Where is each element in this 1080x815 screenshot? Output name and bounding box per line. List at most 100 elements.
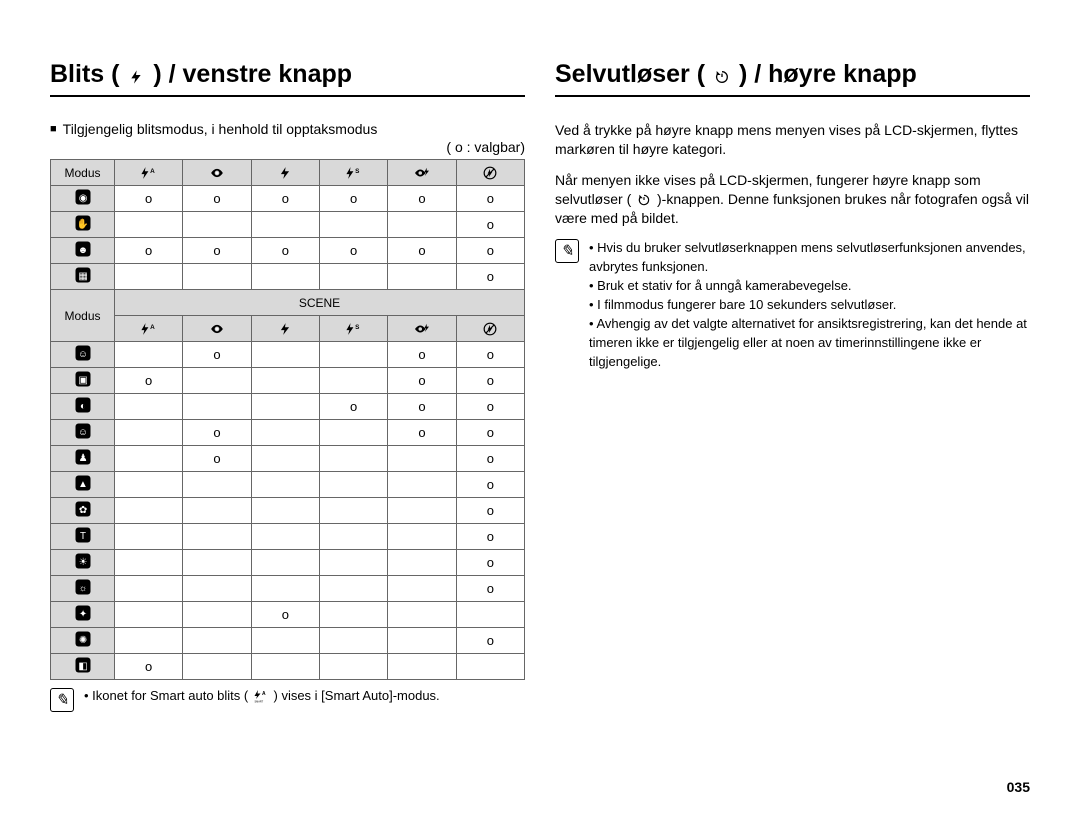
table-cell: o — [115, 368, 183, 394]
table-cell — [115, 472, 183, 498]
svg-text:♟: ♟ — [78, 453, 87, 464]
table-cell: o — [456, 472, 524, 498]
table-cell — [388, 628, 456, 654]
mode-icon: ☺ — [51, 420, 115, 446]
table-cell — [388, 524, 456, 550]
table-cell: o — [251, 238, 319, 264]
footnote-text: • Ikonet for Smart auto blits ( ) vises … — [84, 688, 440, 703]
note-icon-r: ✎ — [555, 239, 579, 263]
note-item: I filmmodus fungerer bare 10 sekunders s… — [589, 296, 1030, 315]
table-cell: o — [183, 238, 251, 264]
svg-text:◉: ◉ — [78, 193, 87, 204]
right-para1: Ved å trykke på høyre knapp mens menyen … — [555, 121, 1030, 159]
table-row: ▣ooo — [51, 368, 525, 394]
table-cell — [251, 446, 319, 472]
mode-icon: ◉ — [51, 186, 115, 212]
table-row: To — [51, 524, 525, 550]
table-cell — [251, 628, 319, 654]
table-cell — [115, 446, 183, 472]
table-row: ◉oooooo — [51, 186, 525, 212]
table-cell — [319, 550, 387, 576]
table-row: ♟ o o — [51, 446, 525, 472]
table-cell — [319, 342, 387, 368]
table-cell — [251, 264, 319, 290]
table-cell: o — [183, 342, 251, 368]
table-cell — [115, 628, 183, 654]
svg-text:T: T — [80, 531, 86, 542]
right-notes: ✎ Hvis du bruker selvutløserknappen mens… — [555, 239, 1030, 371]
table-cell: o — [115, 654, 183, 680]
left-heading: Blits ( ) / venstre knapp — [50, 60, 525, 97]
note-item: Bruk et stativ for å unngå kamerabevegel… — [589, 277, 1030, 296]
table-cell — [388, 602, 456, 628]
col2-bolt-s-icon — [319, 316, 387, 342]
table-cell — [319, 628, 387, 654]
table-cell — [388, 654, 456, 680]
smart-auto-flash-icon — [252, 688, 270, 703]
col-bolt-a-icon — [115, 160, 183, 186]
mode-icon: ✿ — [51, 498, 115, 524]
table-cell — [183, 212, 251, 238]
table-row: ▦o — [51, 264, 525, 290]
svg-text:☺: ☺ — [78, 349, 88, 360]
heading-post: ) / venstre knapp — [153, 60, 352, 88]
mode-icon: ✺ — [51, 628, 115, 654]
table-cell — [319, 576, 387, 602]
table-cell — [183, 628, 251, 654]
table-row: ✿o — [51, 498, 525, 524]
col2-eye-bolt-icon — [388, 316, 456, 342]
mode-icon: ☼ — [51, 576, 115, 602]
heading-pre: Blits ( — [50, 60, 119, 88]
right-para2: Når menyen ikke vises på LCD-skjermen, f… — [555, 171, 1030, 228]
table-cell — [319, 446, 387, 472]
right-column: Selvutløser ( ) / høyre knapp Ved å tryk… — [555, 60, 1030, 712]
table-row: ✦o — [51, 602, 525, 628]
left-footnote: ✎ • Ikonet for Smart auto blits ( ) vise… — [50, 688, 525, 712]
table-row: ✺o — [51, 628, 525, 654]
header-modus-scene: Modus — [51, 290, 115, 342]
mode-icon: ◐ — [51, 394, 115, 420]
svg-text:✋: ✋ — [76, 218, 88, 230]
mode-icon: ✋ — [51, 212, 115, 238]
header-modus: Modus — [51, 160, 115, 186]
table-cell — [115, 342, 183, 368]
svg-text:☺: ☺ — [78, 427, 88, 438]
col-eye-bolt-icon — [388, 160, 456, 186]
table-cell — [251, 212, 319, 238]
svg-text:▲: ▲ — [78, 479, 88, 490]
table-cell — [183, 550, 251, 576]
table-cell: o — [456, 212, 524, 238]
table-cell — [183, 394, 251, 420]
table-cell: o — [388, 394, 456, 420]
table-cell — [388, 446, 456, 472]
col-eye-icon — [183, 160, 251, 186]
bullet-square-icon: ■ — [50, 123, 57, 135]
table-cell — [388, 264, 456, 290]
timer-inline-icon — [635, 191, 653, 207]
table-cell — [251, 368, 319, 394]
col-noflash-icon — [456, 160, 524, 186]
table-row: ☻oooooo — [51, 238, 525, 264]
table-cell — [251, 576, 319, 602]
table-cell: o — [456, 394, 524, 420]
table-cell: o — [456, 446, 524, 472]
table-cell — [251, 420, 319, 446]
table-cell: o — [388, 238, 456, 264]
table-cell — [115, 550, 183, 576]
svg-text:✺: ✺ — [78, 635, 86, 646]
table-cell — [251, 342, 319, 368]
table-cell: o — [456, 342, 524, 368]
table-cell — [319, 368, 387, 394]
mode-icon: ☀ — [51, 550, 115, 576]
table-cell: o — [388, 368, 456, 394]
table-cell — [319, 472, 387, 498]
col2-eye-icon — [183, 316, 251, 342]
table-cell — [115, 212, 183, 238]
table-cell: o — [183, 446, 251, 472]
table-cell: o — [319, 394, 387, 420]
table-cell: o — [456, 576, 524, 602]
table-cell — [388, 550, 456, 576]
table-cell — [456, 602, 524, 628]
table-cell — [319, 212, 387, 238]
mode-icon: ▦ — [51, 264, 115, 290]
